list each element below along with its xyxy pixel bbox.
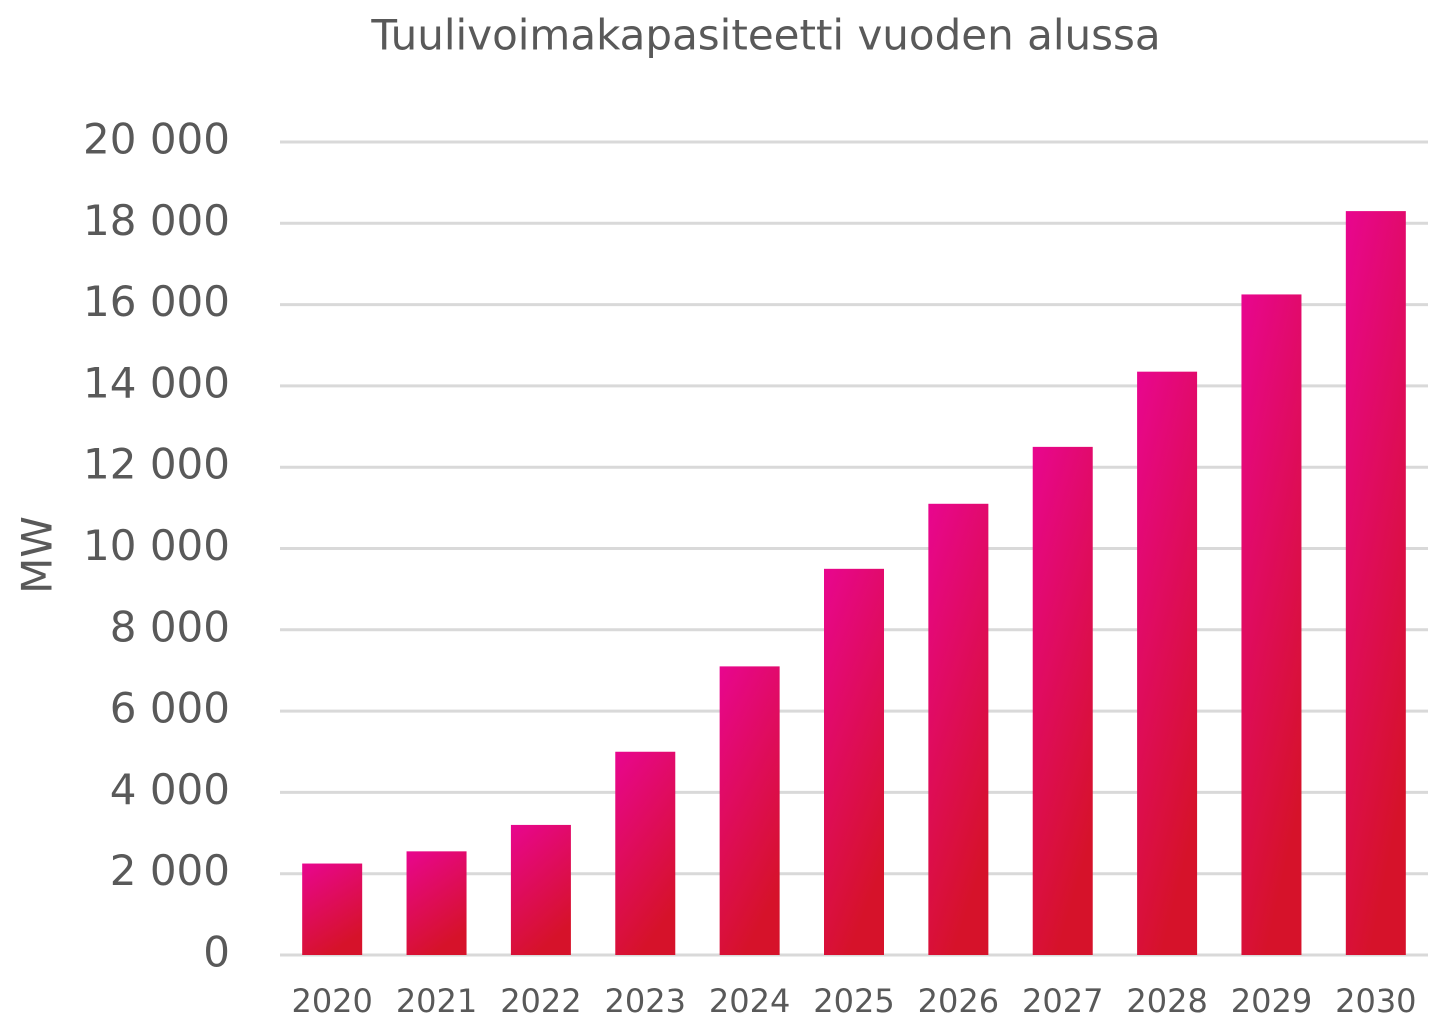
bar [928, 503, 989, 955]
x-tick-label: 2029 [1231, 982, 1312, 1020]
y-tick-label: 4 000 [110, 765, 230, 814]
bar [510, 824, 571, 955]
x-tick-label: 2023 [605, 982, 686, 1020]
y-tick-label: 2 000 [110, 846, 230, 895]
x-tick-label: 2027 [1022, 982, 1103, 1020]
bar [302, 863, 363, 955]
x-tick-label: 2028 [1126, 982, 1207, 1020]
y-tick-label: 20 000 [83, 115, 230, 164]
chart-title: Tuulivoimakapasiteetti vuoden alussa [370, 11, 1160, 60]
bar [1345, 211, 1406, 956]
y-tick-label: 12 000 [83, 440, 230, 489]
x-tick-label: 2026 [918, 982, 999, 1020]
bar [719, 666, 780, 955]
y-tick-label: 14 000 [83, 358, 230, 407]
y-tick-label: 8 000 [110, 602, 230, 651]
y-tick-label: 18 000 [83, 196, 230, 245]
y-tick-label: 10 000 [83, 521, 230, 570]
y-tick-label: 6 000 [110, 684, 230, 733]
x-tick-label: 2025 [813, 982, 894, 1020]
bar [615, 751, 676, 955]
x-tick-label: 2030 [1335, 982, 1416, 1020]
bar [1137, 371, 1198, 955]
bar [1241, 294, 1302, 955]
x-tick-label: 2020 [291, 982, 372, 1020]
x-tick-label: 2021 [396, 982, 477, 1020]
x-tick-label: 2024 [709, 982, 790, 1020]
bar [406, 851, 467, 955]
y-tick-label: 16 000 [83, 277, 230, 326]
x-tick-label: 2022 [500, 982, 581, 1020]
bar [1032, 446, 1093, 955]
y-tick-label: 0 [203, 928, 230, 977]
bar [824, 568, 884, 955]
y-axis-label: MW [13, 516, 62, 594]
